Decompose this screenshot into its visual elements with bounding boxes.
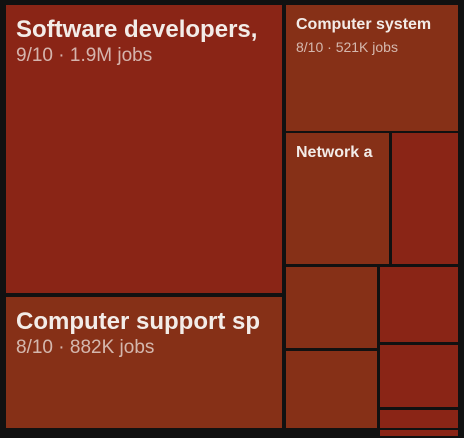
tile-jobs: 882K jobs <box>69 337 155 358</box>
tile-jobs: 1.9M jobs <box>69 45 153 66</box>
treemap-tile-8[interactable] <box>380 345 458 407</box>
treemap-tile-6[interactable] <box>380 267 458 342</box>
separator-dot: · <box>323 39 336 55</box>
treemap-tile-4[interactable] <box>392 133 458 264</box>
treemap-tile-9[interactable] <box>380 410 458 428</box>
treemap-tile-10[interactable] <box>380 430 458 436</box>
tile-score-jobs: 9/10 · 1.9M jobs <box>16 45 274 67</box>
separator-dot: · <box>52 45 70 66</box>
treemap-tile-5[interactable] <box>286 267 377 348</box>
tile-label: Computer system <box>296 16 432 33</box>
tile-jobs: 521K jobs <box>335 39 398 55</box>
tile-label: Network a <box>296 144 373 161</box>
tile-label: Computer support sp <box>16 308 260 335</box>
tile-score-jobs: 8/10 · 521K jobs <box>296 39 450 55</box>
treemap-tile-0[interactable]: Software developers, 9/10 · 1.9M jobs <box>6 5 282 293</box>
treemap-tile-2[interactable]: Computer system 8/10 · 521K jobs <box>286 5 458 131</box>
treemap-tile-3[interactable]: Network a <box>286 133 389 264</box>
tile-label: Software developers, <box>16 16 258 43</box>
tile-score: 8/10 <box>296 39 324 55</box>
treemap-tile-7[interactable] <box>286 351 377 428</box>
tile-score: 9/10 <box>16 45 53 66</box>
tile-score: 8/10 <box>16 337 53 358</box>
separator-dot: · <box>52 337 70 358</box>
tile-score-jobs: 8/10 · 882K jobs <box>16 337 274 359</box>
treemap-tile-1[interactable]: Computer support sp 8/10 · 882K jobs <box>6 297 282 428</box>
